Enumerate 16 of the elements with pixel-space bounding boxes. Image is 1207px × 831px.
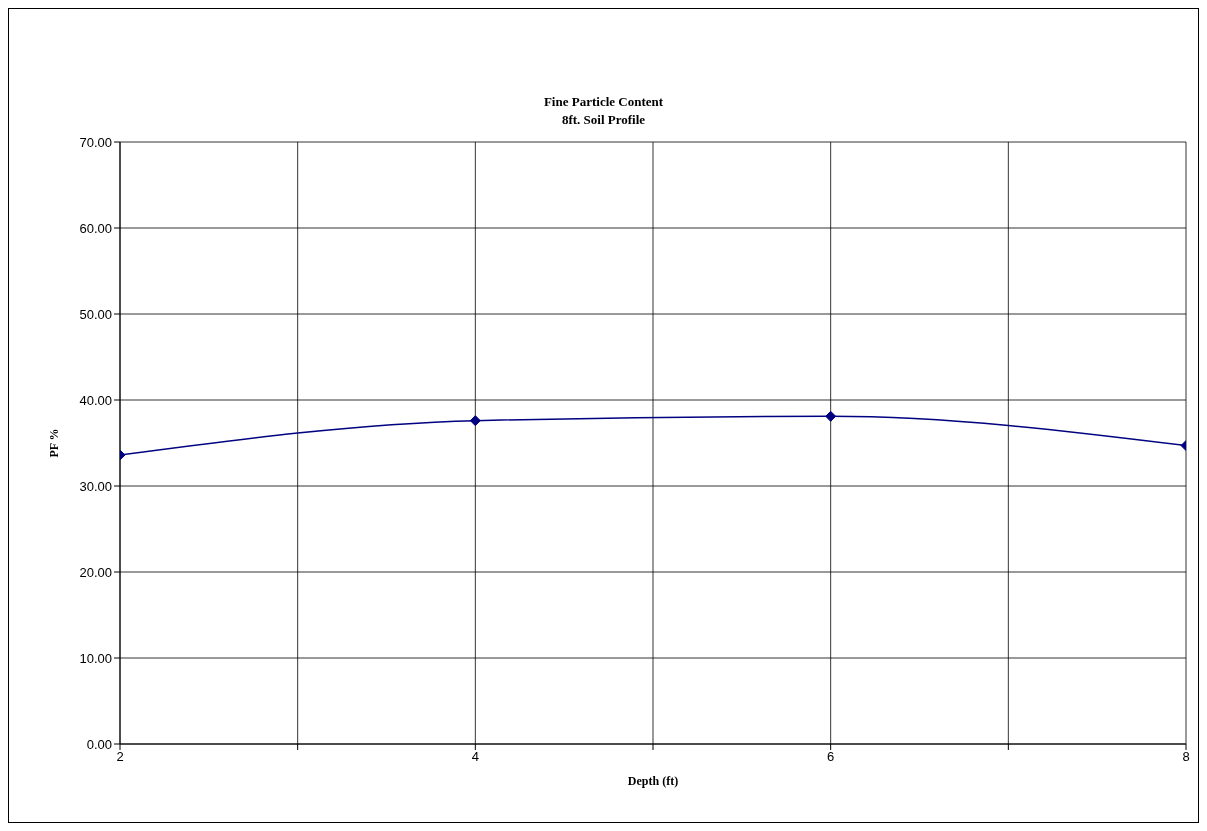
y-tick-label: 10.00 — [79, 650, 112, 666]
x-tick-label: 4 — [471, 749, 479, 765]
y-tick-label: 60.00 — [79, 220, 112, 236]
y-tick-label: 0.00 — [86, 736, 112, 752]
chart-subtitle: 8ft. Soil Profile — [560, 111, 647, 129]
x-tick-label: 2 — [116, 749, 124, 765]
chart-title: Fine Particle Content — [542, 93, 665, 111]
x-tick-label: 6 — [827, 749, 835, 765]
y-tick-label: 40.00 — [79, 392, 112, 408]
y-tick-label: 30.00 — [79, 478, 112, 494]
y-tick-label: 50.00 — [79, 306, 112, 322]
y-tick-label: 20.00 — [79, 564, 112, 580]
y-tick-label: 70.00 — [79, 134, 112, 150]
x-axis-title: Depth (ft) — [626, 774, 680, 789]
y-axis-title: PF % — [47, 428, 62, 458]
x-tick-label: 8 — [1182, 749, 1190, 765]
